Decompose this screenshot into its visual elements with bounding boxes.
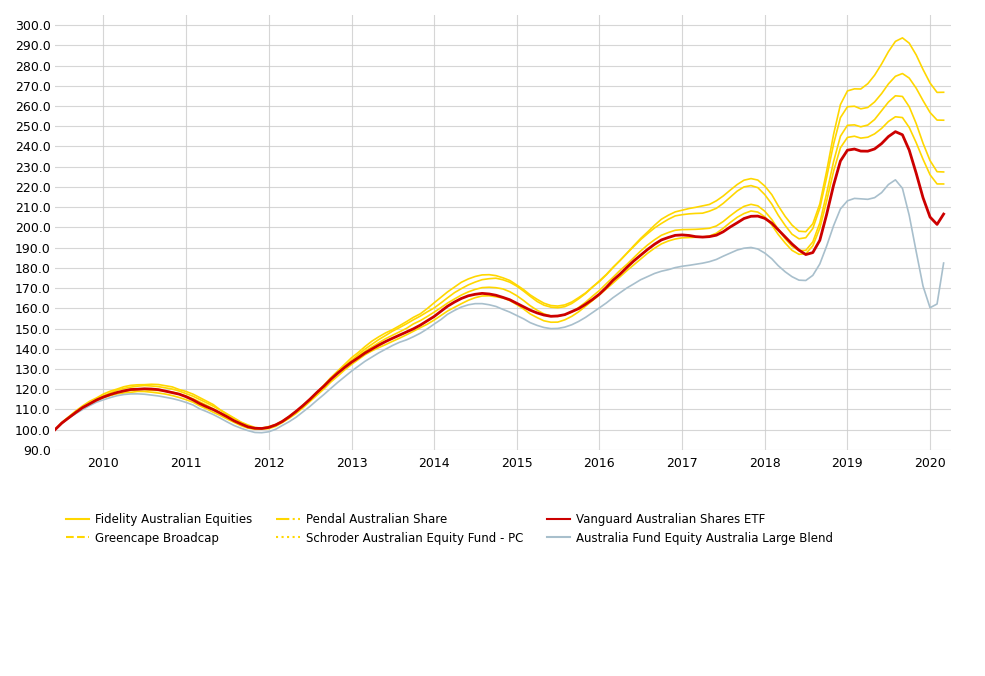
Legend: Fidelity Australian Equities, Greencape Broadcap, Pendal Australian Share, Schro: Fidelity Australian Equities, Greencape … xyxy=(61,508,838,550)
